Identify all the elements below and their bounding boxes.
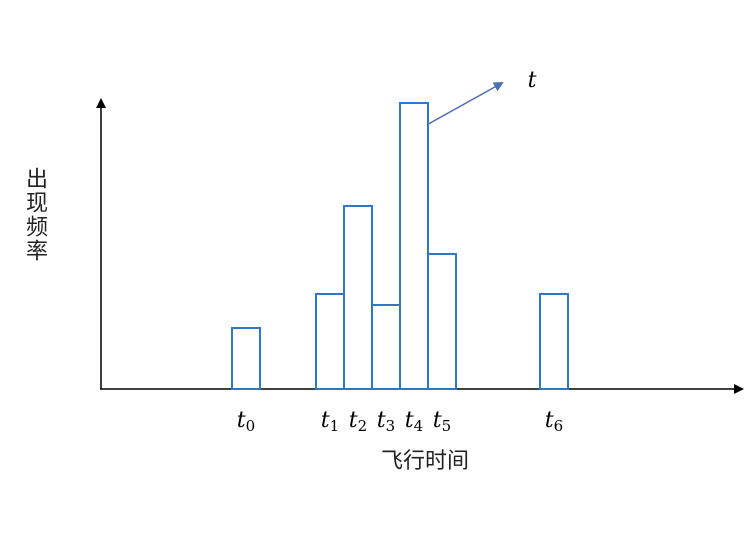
- x-tick-label: t2: [349, 408, 367, 435]
- bar: [343, 205, 373, 390]
- bar: [315, 293, 345, 390]
- x-tick-label: t5: [433, 408, 451, 435]
- bar: [427, 253, 457, 390]
- bar: [539, 293, 569, 390]
- bar: [231, 327, 261, 390]
- x-tick-label: t0: [237, 408, 255, 435]
- x-tick-label: t4: [405, 408, 423, 435]
- annotation-arrow: [422, 82, 504, 128]
- x-tick-label: t3: [377, 408, 395, 435]
- y-axis-label: 出现频率: [22, 167, 48, 263]
- x-tick-label: t1: [321, 408, 339, 435]
- x-tick-label: t6: [545, 408, 563, 435]
- bar: [371, 304, 401, 390]
- annotation: t: [528, 68, 537, 93]
- x-axis-label: 飞行时间: [381, 449, 469, 474]
- bar: [399, 102, 429, 390]
